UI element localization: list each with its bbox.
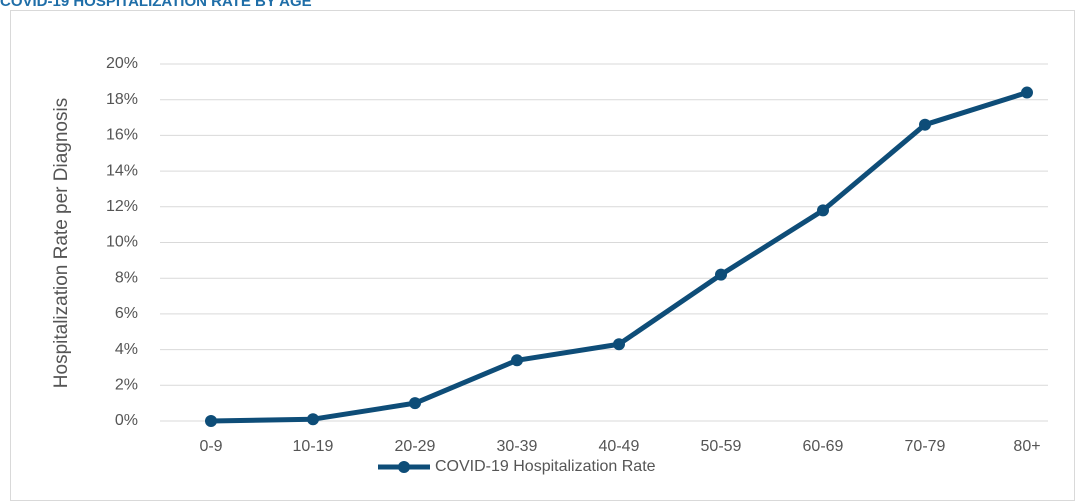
y-tick-label: 14% [106,162,138,179]
y-tick-label: 18% [106,91,138,108]
y-axis-label: Hospitalization Rate per Diagnosis [51,98,72,388]
x-tick-label: 10-19 [293,438,334,455]
chart-frame [10,10,1075,501]
point [511,354,523,367]
y-tick-label: 2% [115,377,138,394]
point [919,118,931,131]
y-tick-label: 12% [106,198,138,215]
x-tick-label: 20-29 [395,438,436,455]
y-tick-label: 8% [115,269,138,286]
x-tick-label: 40-49 [599,438,640,455]
legend-marker [398,461,410,473]
point [409,397,421,410]
y-tick-label: 10% [106,234,138,251]
legend-label: COVID-19 Hospitalization Rate [435,458,656,475]
x-tick-label: 80+ [1013,438,1040,455]
chart-title: COVID-19 HOSPITALIZATION RATE BY AGE [0,0,312,10]
point [817,204,829,217]
x-tick-label: 0-9 [199,438,222,455]
point [715,268,727,281]
point [307,413,319,426]
y-tick-label: 20% [106,55,138,72]
y-tick-label: 6% [115,305,138,322]
point [1021,86,1033,99]
point [205,415,217,427]
x-tick-label: 30-39 [497,438,538,455]
point [613,338,625,351]
y-tick-label: 4% [115,341,138,358]
x-tick-label: 70-79 [905,438,946,455]
y-tick-label: 0% [115,412,138,429]
x-tick-label: 50-59 [701,438,742,455]
x-tick-label: 60-69 [803,438,844,455]
y-tick-label: 16% [106,127,138,144]
